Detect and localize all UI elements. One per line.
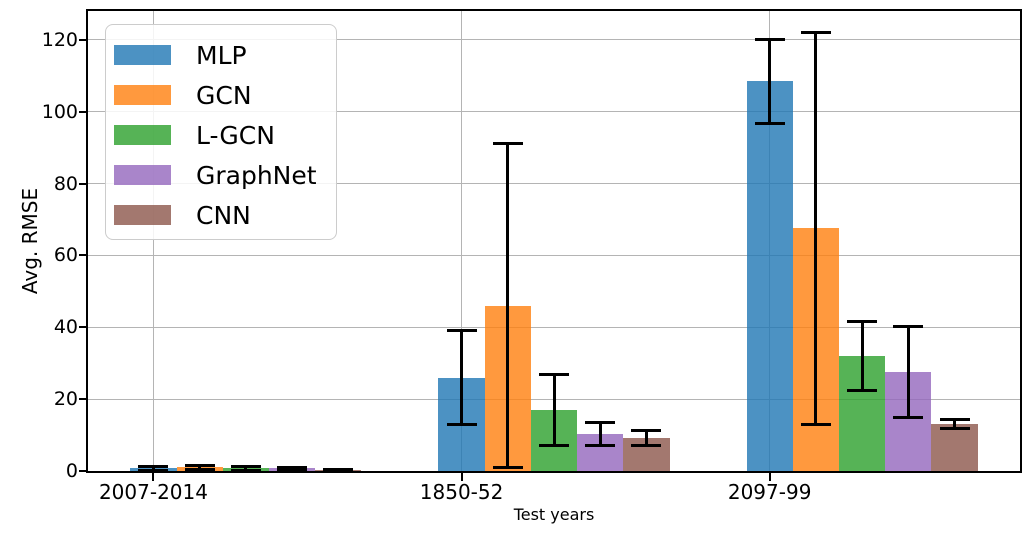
y-tick-label: 120: [41, 28, 78, 51]
legend-item-l-gcn: L-GCN: [114, 115, 336, 155]
errorbar-cap-bottom: [585, 444, 616, 448]
legend: MLP GCN L-GCN GraphNet CNN: [105, 24, 337, 240]
x-tick-label: 2097-99: [727, 480, 812, 504]
y-tick-label: 60: [53, 244, 78, 267]
bar-cnn-2097-99: [931, 424, 978, 471]
errorbar-cap-top: [539, 373, 569, 377]
errorbar-cap-top: [277, 465, 308, 469]
errorbar-cap-bottom: [230, 468, 261, 472]
errorbar-line: [151, 466, 155, 471]
y-tick-label: 80: [53, 172, 78, 195]
errorbar-cap-top: [492, 142, 523, 146]
x-axis-label: Test years: [513, 505, 595, 524]
errorbar-cap-bottom: [847, 389, 878, 392]
errorbar-line: [768, 39, 772, 124]
gridline-horizontal: [88, 183, 1020, 184]
errorbar-cap-bottom: [539, 443, 569, 447]
x-tick-label: 2007-2014: [98, 480, 208, 504]
errorbar-line: [598, 422, 602, 446]
errorbar-cap-bottom: [893, 416, 924, 420]
legend-label: CNN: [196, 200, 251, 230]
gridline-vertical: [461, 11, 463, 471]
y-tick-mark: [79, 326, 87, 329]
x-tick-mark: [152, 473, 155, 481]
gridline-vertical: [152, 11, 154, 471]
errorbar-cap-top: [446, 329, 477, 333]
y-tick-label: 20: [53, 388, 78, 411]
gridline-horizontal: [88, 111, 1020, 113]
legend-swatch-icon: [114, 125, 171, 145]
errorbar-line: [906, 326, 910, 418]
errorbar-line: [506, 143, 510, 468]
errorbar-cap-bottom: [939, 427, 970, 431]
errorbar-cap-top: [585, 420, 616, 424]
legend-item-mlp: MLP: [114, 35, 336, 75]
errorbar-cap-bottom: [754, 121, 785, 125]
y-tick-mark: [79, 470, 87, 472]
legend-swatch-icon: [114, 165, 171, 185]
errorbar-line: [860, 321, 864, 391]
y-tick-label: 0: [65, 460, 78, 482]
x-tick-mark: [768, 473, 771, 481]
errorbar-line: [644, 430, 648, 446]
errorbar-line: [953, 419, 957, 429]
errorbar-cap-top: [939, 418, 970, 422]
errorbar-cap-bottom: [277, 468, 308, 472]
y-tick-label: 100: [41, 100, 78, 123]
errorbar-line: [198, 465, 202, 470]
y-tick-mark: [79, 182, 87, 185]
gridline-horizontal: [88, 254, 1020, 256]
x-tick-mark: [460, 473, 463, 481]
gridline-horizontal: [88, 326, 1020, 328]
y-tick-label: 40: [53, 316, 78, 339]
legend-item-cnn: CNN: [114, 195, 336, 235]
errorbar-cap-top: [138, 465, 169, 469]
errorbar-cap-top: [754, 37, 785, 41]
y-axis-label: Avg. RMSE: [18, 187, 42, 295]
errorbar-cap-bottom: [800, 422, 831, 426]
errorbar-cap-bottom: [631, 444, 662, 448]
y-tick-mark: [79, 38, 87, 41]
y-tick-mark: [79, 254, 87, 257]
errorbar-cap-bottom: [446, 422, 477, 426]
legend-swatch-icon: [114, 45, 171, 65]
legend-label: GraphNet: [196, 160, 317, 190]
errorbar-cap-bottom: [184, 468, 215, 472]
errorbar-line: [460, 330, 464, 425]
legend-label: MLP: [196, 40, 247, 70]
legend-item-gcn: GCN: [114, 75, 336, 115]
errorbar-cap-bottom: [138, 468, 169, 472]
legend-label: GCN: [196, 80, 252, 110]
errorbar-line: [244, 466, 248, 471]
legend-swatch-icon: [114, 205, 171, 225]
errorbar-cap-top: [847, 320, 878, 323]
errorbar-cap-top: [893, 325, 924, 329]
errorbar-cap-top: [184, 463, 215, 467]
legend-item-graphnet: GraphNet: [114, 155, 336, 195]
errorbar-line: [814, 32, 818, 425]
errorbar-cap-bottom: [323, 469, 354, 473]
y-tick-mark: [79, 110, 87, 113]
gridline-horizontal: [88, 39, 1020, 41]
errorbar-cap-top: [631, 429, 662, 433]
legend-label: L-GCN: [196, 120, 275, 150]
bar-mlp-2097-99: [746, 81, 793, 471]
legend-swatch-icon: [114, 85, 171, 105]
y-tick-mark: [79, 398, 87, 401]
errorbar-cap-top: [800, 31, 831, 35]
errorbar-line: [552, 374, 556, 446]
errorbar-cap-bottom: [492, 465, 523, 469]
x-tick-label: 1850-52: [419, 480, 504, 504]
errorbar-cap-top: [230, 465, 261, 469]
